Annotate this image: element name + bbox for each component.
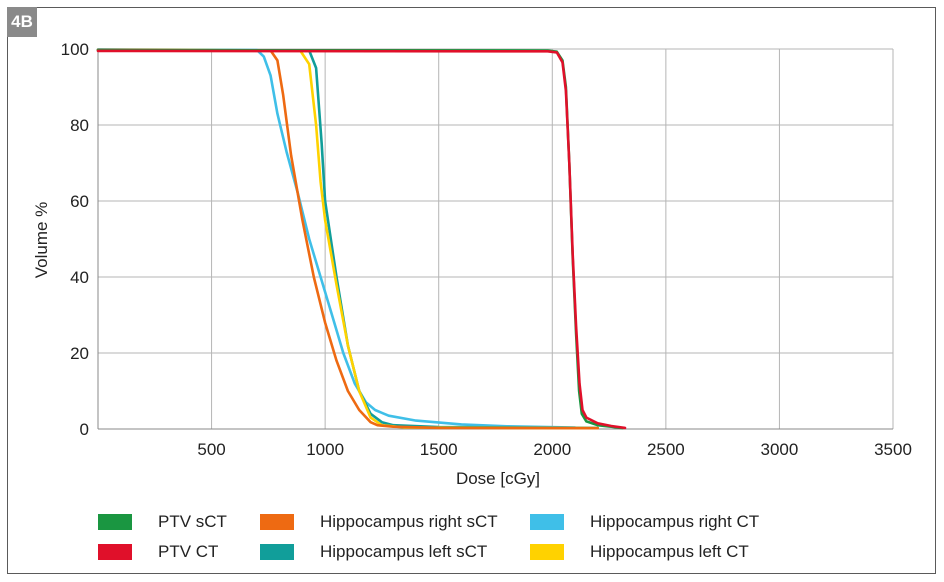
y-tick-label: 80: [70, 116, 89, 135]
series-line-ptv-sct: [96, 48, 624, 430]
chart-legend: PTV sCT PTV CT Hippocampus right sCT Hippoc…: [98, 508, 918, 568]
legend-label: Hippocampus right sCT: [320, 512, 498, 531]
x-tick-label: 3500: [874, 440, 912, 459]
legend-swatch: [530, 514, 564, 530]
legend-item-hippocampus-right-sct: Hippocampus right sCT: [260, 512, 498, 532]
series-line-ptv-ct: [96, 49, 627, 430]
y-tick-label: 100: [61, 40, 89, 59]
legend-item-hippocampus-left-ct: Hippocampus left CT: [530, 542, 749, 562]
y-tick-label: 40: [70, 268, 89, 287]
y-axis-label: Volume %: [32, 202, 51, 279]
legend-item-hippocampus-left-sct: Hippocampus left sCT: [260, 542, 487, 562]
x-axis-label: Dose [cGy]: [456, 469, 540, 488]
legend-item-ptv-sct: PTV sCT: [98, 512, 227, 532]
legend-swatch: [98, 514, 132, 530]
legend-swatch: [530, 544, 564, 560]
legend-swatch: [260, 544, 294, 560]
chart-axes: [97, 49, 893, 430]
legend-swatch: [260, 514, 294, 530]
x-tick-label: 500: [197, 440, 225, 459]
y-tick-label: 20: [70, 344, 89, 363]
series-line-hippocampus-right-ct: [96, 48, 577, 429]
panel-label-badge: 4B: [7, 7, 37, 37]
legend-swatch: [98, 544, 132, 560]
legend-label: Hippocampus right CT: [590, 512, 760, 531]
legend-label: PTV CT: [158, 542, 219, 561]
x-tick-label: 1000: [306, 440, 344, 459]
chart-grid: [98, 48, 894, 430]
series-line-hippocampus-right-sct: [96, 48, 599, 430]
legend-label: Hippocampus left sCT: [320, 542, 488, 561]
y-tick-label: 60: [70, 192, 89, 211]
chart-ticks: 500 1000 1500 2000 2500 3000 3500 0 20 40 60 80 100: [61, 40, 912, 459]
x-tick-label: 1500: [420, 440, 458, 459]
x-tick-label: 2500: [647, 440, 685, 459]
legend-item-hippocampus-right-ct: Hippocampus right CT: [530, 512, 759, 532]
chart-series: [96, 48, 627, 430]
y-tick-label: 0: [80, 420, 89, 439]
series-line-hippocampus-left-ct: [96, 48, 599, 430]
legend-label: Hippocampus left CT: [590, 542, 749, 561]
series-line-hippocampus-left-sct: [96, 48, 599, 430]
x-tick-label: 3000: [761, 440, 799, 459]
legend-label: PTV sCT: [158, 512, 227, 531]
x-tick-label: 2000: [533, 440, 571, 459]
legend-item-ptv-ct: PTV CT: [98, 542, 218, 562]
chart-frame: [7, 7, 936, 574]
